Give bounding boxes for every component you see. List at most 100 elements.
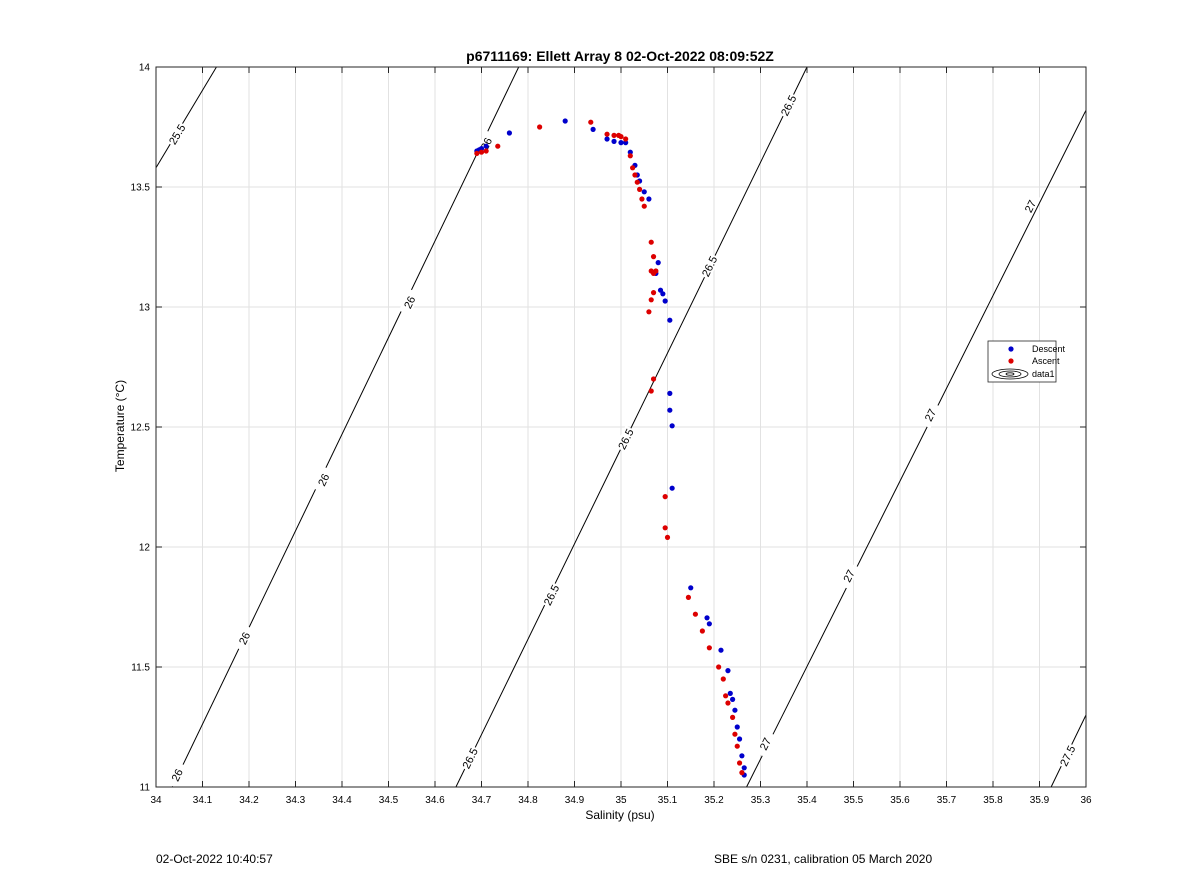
legend: Descent Ascent data1 xyxy=(987,340,1066,383)
x-tick-label: 34.5 xyxy=(379,795,399,806)
ascent-point xyxy=(736,760,743,766)
ascent-point xyxy=(637,186,643,192)
descent-point xyxy=(611,138,617,144)
ascent-point xyxy=(730,714,736,721)
ascent-point xyxy=(483,148,489,154)
ascent-point xyxy=(664,534,671,541)
contour-label: 26 xyxy=(170,767,186,783)
descent-point xyxy=(660,291,666,297)
descent-point xyxy=(704,615,710,621)
contour-label-gap xyxy=(233,624,255,652)
ascent-point xyxy=(732,731,738,737)
contour-label: 26 xyxy=(316,472,332,488)
x-tick-label: 34.4 xyxy=(332,795,352,806)
ascent-point xyxy=(725,700,731,706)
descent-point xyxy=(669,485,675,491)
x-tick-label: 35.1 xyxy=(658,795,678,806)
descent-point xyxy=(734,724,740,730)
legend-ascent-marker xyxy=(1008,358,1014,364)
ascent-point xyxy=(604,131,610,137)
ascent-point xyxy=(611,132,617,138)
descent-point xyxy=(618,140,624,146)
ascent-point xyxy=(641,203,647,209)
contour-label-gap xyxy=(398,288,421,316)
ascent-point xyxy=(478,149,485,155)
x-tick-label: 34.2 xyxy=(239,795,259,806)
timestamp-footer: 02-Oct-2022 10:40:57 xyxy=(156,852,273,866)
contour-label: 27 xyxy=(923,407,939,423)
ascent-point xyxy=(706,645,712,651)
descent-point xyxy=(718,647,724,653)
ascent-point xyxy=(662,525,668,531)
x-axis-label: Salinity (psu) xyxy=(585,808,654,822)
ascent-point xyxy=(627,153,633,159)
descent-point xyxy=(667,317,673,323)
contour-label-gap xyxy=(540,581,562,609)
contour-label-gap xyxy=(165,120,189,148)
ascent-point xyxy=(650,254,657,260)
descent-point xyxy=(646,196,652,202)
descent-point xyxy=(688,585,694,591)
ascent-point xyxy=(653,268,659,274)
x-tick-label: 34.3 xyxy=(286,795,306,806)
contour-label-gap xyxy=(919,401,941,429)
descent-point xyxy=(727,690,733,697)
x-tick-label: 35.6 xyxy=(890,795,910,806)
ascent-point xyxy=(739,770,745,776)
grid-lines xyxy=(155,66,1087,788)
chart-title: p6711169: Ellett Array 8 02-Oct-2022 08:… xyxy=(466,48,774,64)
descent-point xyxy=(669,423,675,429)
ascent-point xyxy=(639,196,645,202)
x-tick-label: 34.7 xyxy=(472,795,492,806)
contour-label-gap xyxy=(166,761,188,789)
ascent-point xyxy=(632,172,638,178)
contour-label-gap xyxy=(698,252,721,280)
descent-point xyxy=(662,298,668,304)
descent-point xyxy=(730,696,736,703)
descent-point xyxy=(736,736,743,742)
descent-point xyxy=(604,136,610,142)
descent-point xyxy=(627,149,633,155)
x-tick-label: 35.5 xyxy=(844,795,864,806)
descent-point xyxy=(478,146,485,152)
descent-point xyxy=(483,143,489,149)
density-contour-26.5 xyxy=(455,66,808,788)
descent-point xyxy=(732,707,738,713)
contour-label-gap xyxy=(838,562,860,590)
ascent-point xyxy=(723,693,729,699)
ascent-point xyxy=(646,309,652,315)
ascent-point xyxy=(495,143,501,149)
contour-label-gap xyxy=(614,425,637,453)
ascent-point xyxy=(685,594,692,601)
contour-label-gap xyxy=(1019,192,1041,220)
descent-point xyxy=(667,390,673,396)
descent-point xyxy=(623,140,629,146)
ascent-point xyxy=(630,165,636,171)
ascent-point xyxy=(648,239,654,245)
contour-label: 26 xyxy=(237,631,253,647)
contour-label-gap xyxy=(1056,742,1079,770)
descent-point xyxy=(739,753,745,759)
y-tick-label: 11 xyxy=(140,783,151,794)
descent-point xyxy=(725,668,731,674)
x-tick-label: 34.1 xyxy=(193,795,213,806)
x-tick-label: 34.9 xyxy=(565,795,585,806)
legend-descent-marker xyxy=(1008,346,1014,352)
descent-point xyxy=(590,126,596,132)
contour-label-gap xyxy=(754,730,776,758)
density-contour-25.5 xyxy=(155,66,217,169)
contour-label: 27 xyxy=(842,568,858,584)
contour-label: 27 xyxy=(758,736,774,752)
x-tick-label: 34 xyxy=(150,795,162,806)
axis-ticks: 34 34.1 34.2 34.3 34.4 34.5 34.6 34.7 34.8 34.9 35… xyxy=(131,63,1092,807)
y-tick-label: 12 xyxy=(139,543,151,554)
x-tick-label: 35.3 xyxy=(751,795,771,806)
x-tick-label: 35.9 xyxy=(1030,795,1050,806)
descent-point xyxy=(506,130,512,136)
legend-data1-label: data1 xyxy=(1032,369,1055,379)
contour-label: 26 xyxy=(402,295,418,311)
legend-descent-label: Descent xyxy=(1032,344,1066,354)
density-contour-27 xyxy=(746,109,1087,788)
descent-point xyxy=(741,765,747,771)
ascent-point xyxy=(648,388,654,394)
